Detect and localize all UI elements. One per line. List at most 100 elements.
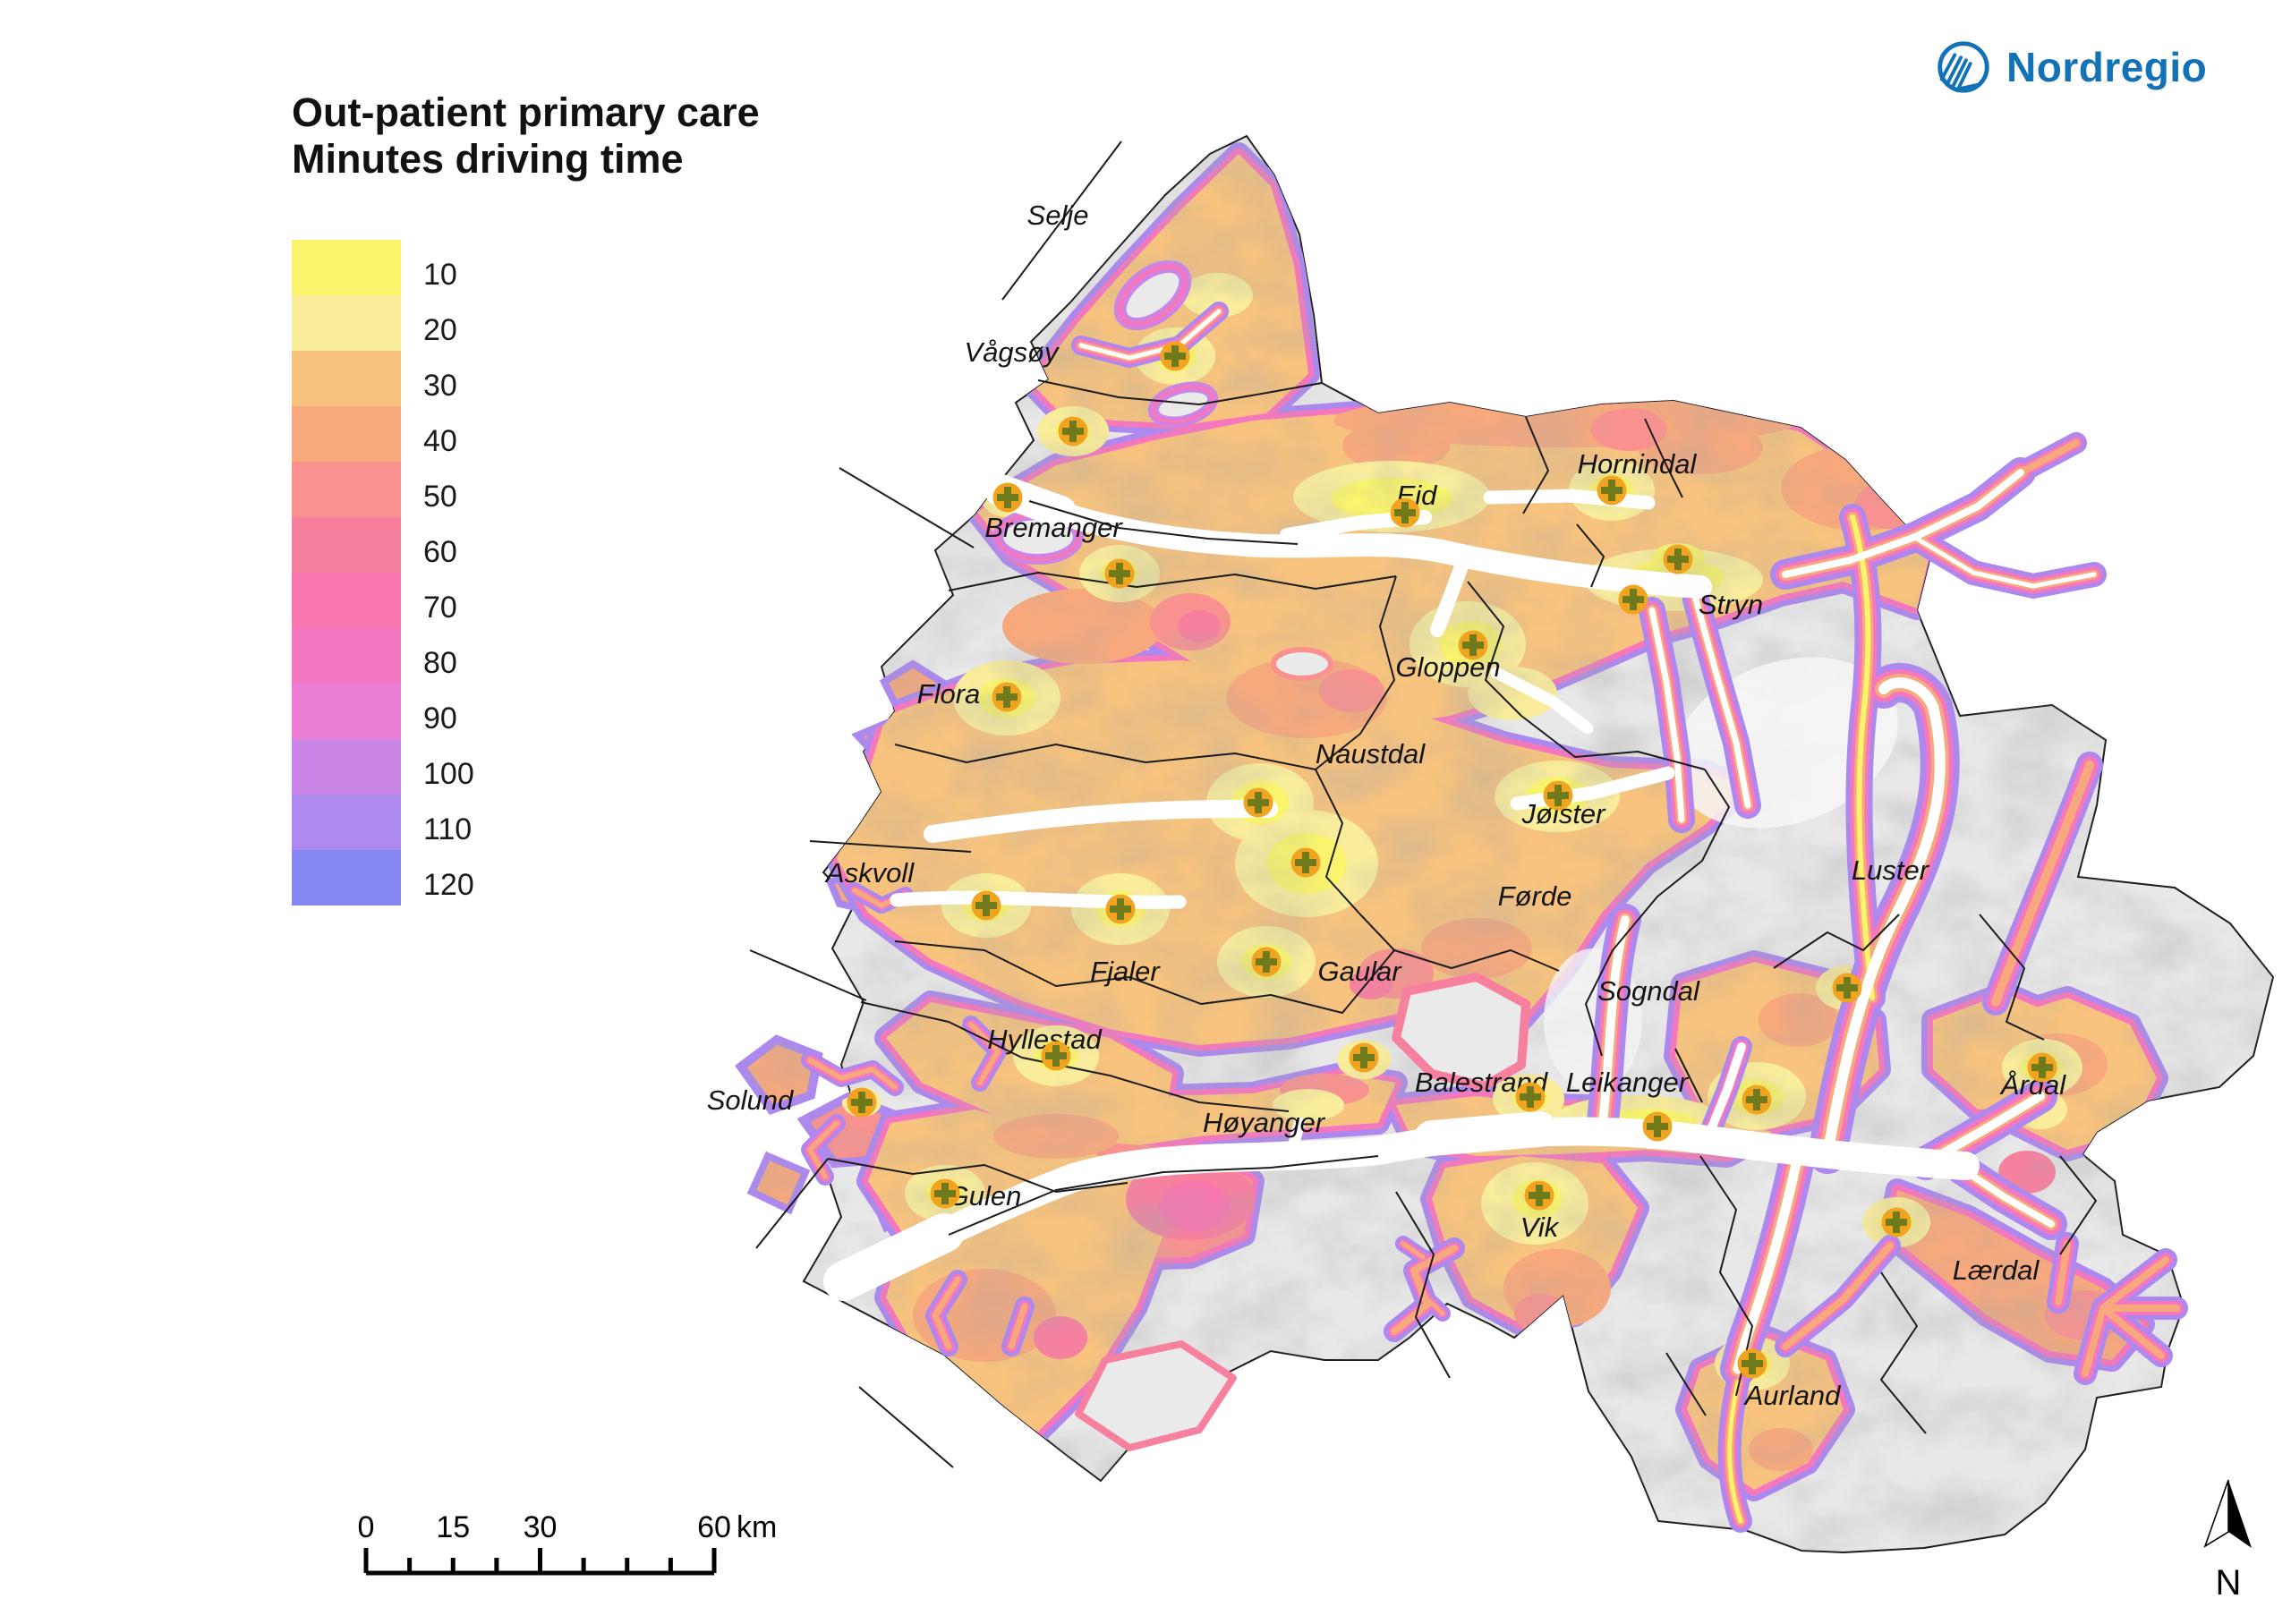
nordregio-logo: Nordregio	[1931, 36, 2207, 98]
municipality-label-gaular: Gaular	[1317, 956, 1402, 987]
legend-swatch-90	[292, 684, 401, 739]
medical-cross-icon	[2031, 1057, 2053, 1078]
municipality-label-bremanger: Bremanger	[984, 512, 1123, 543]
medical-cross-icon	[1394, 502, 1416, 523]
care-facility-marker	[1597, 475, 1627, 506]
legend-label-120: 120	[423, 868, 474, 902]
map-title-line2: Minutes driving time	[292, 136, 684, 182]
nordregio-logo-text: Nordregio	[2006, 44, 2208, 90]
care-facility-marker	[1881, 1207, 1912, 1237]
municipality-label-flora: Flora	[917, 678, 981, 710]
care-facility-marker	[1104, 558, 1135, 589]
care-facility-marker	[1058, 416, 1088, 446]
medical-cross-icon	[996, 686, 1018, 708]
care-facility-marker	[1160, 341, 1190, 371]
care-facility-marker	[1737, 1348, 1767, 1379]
legend-label-70: 70	[423, 591, 457, 625]
legend-label-100: 100	[423, 757, 474, 791]
medical-cross-icon	[1742, 1353, 1763, 1374]
municipality-label-fjaler: Fjaler	[1090, 956, 1161, 987]
scalebar-label-30: 30	[524, 1510, 558, 1544]
legend-label-50: 50	[423, 480, 457, 514]
medical-cross-icon	[1547, 785, 1569, 806]
legend-swatch-60	[292, 517, 401, 573]
municipality-label-selje: Selje	[1027, 200, 1089, 231]
care-facility-marker	[1618, 584, 1648, 615]
care-facility-marker	[1742, 1084, 1772, 1115]
legend-swatch-20	[292, 295, 401, 351]
municipality-label-laerdal: Lærdal	[1953, 1254, 2040, 1286]
medical-cross-icon	[997, 487, 1018, 508]
legend-label-40: 40	[423, 424, 457, 458]
scalebar-label-15: 15	[436, 1510, 470, 1544]
medical-cross-icon	[1295, 852, 1316, 873]
municipality-label-leikanger: Leikanger	[1566, 1067, 1690, 1098]
legend-swatch-30	[292, 351, 401, 406]
legend: 10 20 30 40 50 60 70 80 90 100 110 120	[292, 240, 560, 906]
care-facility-marker	[1515, 1082, 1546, 1112]
care-facility-markers	[847, 341, 2057, 1379]
medical-cross-icon	[851, 1092, 873, 1113]
medical-cross-icon	[1520, 1086, 1541, 1108]
remote-pockets	[992, 259, 1530, 1451]
legend-swatch-120	[292, 850, 401, 906]
legend-swatch-80	[292, 628, 401, 684]
legend-row-10: 10	[292, 240, 560, 295]
municipality-label-hoyanger: Høyanger	[1203, 1107, 1326, 1138]
care-facility-marker	[992, 482, 1023, 513]
scale-bar-graphic: 0 15 30 60 km	[358, 1510, 777, 1576]
legend-label-20: 20	[423, 313, 457, 347]
care-facility-marker	[1832, 973, 1862, 1003]
care-facility-marker	[971, 890, 1001, 921]
municipality-label-luster: Luster	[1852, 855, 1930, 886]
municipality-label-sogndal: Sogndal	[1597, 975, 1700, 1007]
legend-label-90: 90	[423, 701, 457, 735]
medical-cross-icon	[1353, 1047, 1375, 1068]
municipality-label-hornindal: Hornindal	[1578, 448, 1698, 480]
legend-label-30: 30	[423, 369, 457, 403]
legend-row-90: 90	[292, 684, 560, 739]
legend-swatch-100	[292, 739, 401, 795]
medical-cross-icon	[1647, 1116, 1668, 1137]
care-facility-marker	[1524, 1180, 1554, 1211]
care-facility-marker	[1349, 1042, 1379, 1073]
legend-label-110: 110	[423, 812, 473, 846]
medical-cross-icon	[1062, 421, 1084, 442]
medical-cross-icon	[1601, 480, 1622, 501]
legend-row-80: 80	[292, 628, 560, 684]
medical-cross-icon	[1109, 563, 1130, 584]
medical-cross-icon	[1462, 634, 1484, 656]
scale-bar: 0 15 30 60 km	[358, 1510, 788, 1586]
scalebar-label-60: 60	[697, 1510, 731, 1544]
medical-cross-icon	[1529, 1185, 1550, 1206]
care-facility-marker	[1642, 1111, 1673, 1142]
municipality-label-forde: Førde	[1498, 880, 1572, 912]
medical-cross-icon	[1836, 977, 1858, 999]
map-title: Out-patient primary care Minutes driving…	[292, 89, 760, 183]
nordregio-globe-icon	[1938, 41, 1989, 93]
legend-label-10: 10	[423, 258, 457, 292]
legend-label-80: 80	[423, 646, 457, 680]
legend-row-20: 20	[292, 295, 560, 351]
legend-row-60: 60	[292, 517, 560, 573]
legend-swatch-50	[292, 462, 401, 517]
municipality-labels: SeljeVågsøyBremangerEidHornindalStrynGlo…	[707, 200, 2067, 1411]
municipality-label-stryn: Stryn	[1699, 589, 1763, 620]
legend-row-110: 110	[292, 795, 560, 850]
care-facility-marker	[1663, 544, 1693, 574]
municipality-label-gloppen: Gloppen	[1395, 651, 1500, 683]
medical-cross-icon	[1256, 951, 1277, 973]
north-arrow-graphic	[2203, 1479, 2252, 1548]
care-facility-marker	[1041, 1041, 1071, 1071]
care-facility-marker	[930, 1178, 960, 1209]
medical-cross-icon	[1886, 1212, 1907, 1233]
medical-cross-icon	[1622, 589, 1644, 610]
medical-cross-icon	[934, 1183, 956, 1204]
scalebar-label-0: 0	[358, 1510, 374, 1544]
municipality-label-askvoll: Askvoll	[824, 857, 915, 889]
medical-cross-icon	[1110, 898, 1131, 920]
care-facility-marker	[1390, 497, 1420, 528]
north-arrow-label: N	[2215, 1563, 2242, 1603]
care-facility-marker	[1105, 894, 1136, 924]
